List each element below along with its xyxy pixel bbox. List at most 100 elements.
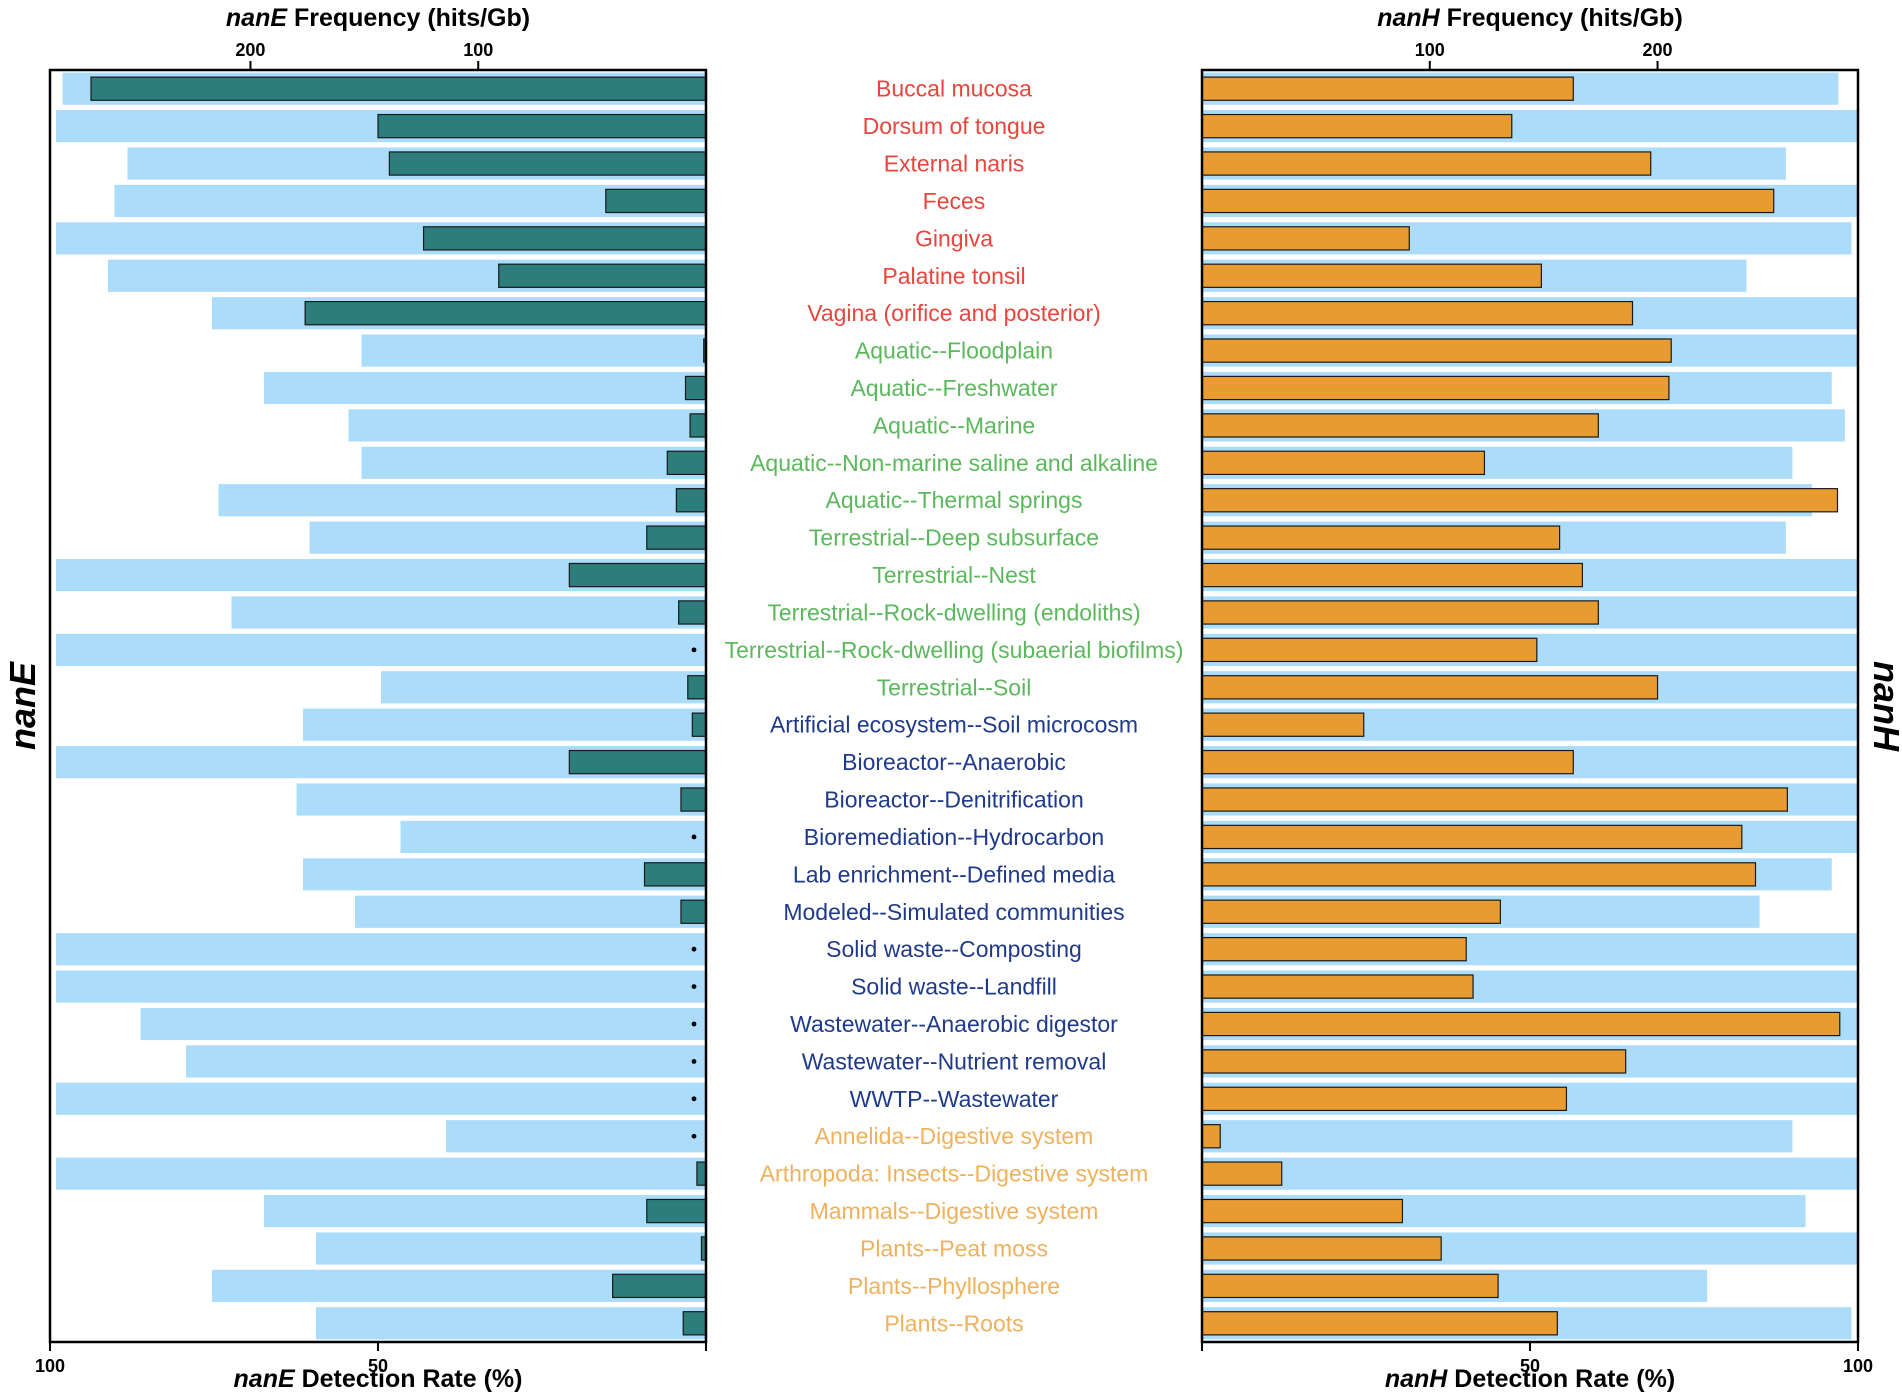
right-detection-rate-bars bbox=[1202, 72, 1858, 1340]
nanE-detection-rate-bar bbox=[296, 783, 706, 816]
category-label: Aquatic--Freshwater bbox=[850, 375, 1057, 401]
left-top-axis-title-text: Frequency (hits/Gb) bbox=[287, 4, 530, 32]
nanE-frequency-near-zero-marker bbox=[691, 647, 697, 653]
left-side-gene-label: nanE bbox=[2, 661, 43, 750]
nanE-frequency-bar bbox=[377, 113, 707, 139]
category-label: Palatine tonsil bbox=[882, 263, 1025, 289]
nanE-frequency-bar bbox=[304, 300, 707, 326]
nanE-frequency-bar bbox=[696, 1161, 707, 1186]
nanE-frequency-bar bbox=[684, 375, 707, 401]
left-frequency-bars bbox=[90, 76, 707, 1336]
nanH-frequency-bar bbox=[1201, 300, 1634, 326]
axis-tick-label: 100 bbox=[1415, 40, 1445, 60]
category-label: Terrestrial--Rock-dwelling (subaerial bi… bbox=[725, 637, 1184, 663]
nanE-detection-rate-bar bbox=[231, 596, 706, 629]
category-label: Annelida--Digestive system bbox=[815, 1123, 1094, 1149]
category-label: Lab enrichment--Defined media bbox=[793, 861, 1115, 887]
category-label: Wastewater--Anaerobic digestor bbox=[790, 1011, 1118, 1037]
category-label: Bioreactor--Denitrification bbox=[824, 787, 1083, 813]
nanH-frequency-bar bbox=[1201, 525, 1561, 550]
nanE-frequency-near-zero-marker bbox=[691, 834, 697, 840]
category-label: Terrestrial--Deep subsurface bbox=[809, 525, 1099, 551]
nanE-detection-rate-bar bbox=[381, 671, 706, 704]
axis-tick-label: 200 bbox=[1643, 40, 1673, 60]
category-label: Feces bbox=[923, 188, 986, 214]
nanE-detection-rate-bar bbox=[56, 1082, 706, 1115]
right-top-axis-ticks: 100 200 bbox=[1415, 40, 1673, 70]
left-bottom-axis-title-gene: nanE bbox=[234, 1365, 296, 1393]
category-label: Terrestrial--Nest bbox=[872, 562, 1036, 588]
nanE-frequency-near-zero-marker bbox=[691, 1059, 697, 1064]
nanE-frequency-bar bbox=[666, 450, 707, 476]
category-labels: Buccal mucosa Dorsum of tongue External na… bbox=[725, 76, 1184, 1337]
nanE-detection-rate-bar bbox=[56, 1157, 706, 1190]
nanH-frequency-bar bbox=[1201, 824, 1743, 850]
category-label: Bioreactor--Anaerobic bbox=[842, 749, 1066, 775]
nanE-detection-rate-bar bbox=[361, 334, 706, 367]
nanE-detection-rate-bar bbox=[309, 521, 706, 554]
nanE-detection-rate-bar bbox=[303, 708, 706, 741]
left-top-axis-title: nanE Frequency (hits/Gb) bbox=[226, 4, 530, 32]
nanH-frequency-bar bbox=[1201, 899, 1501, 924]
nanE-frequency-bar bbox=[675, 488, 707, 513]
category-label: WWTP--Wastewater bbox=[850, 1086, 1059, 1112]
nanE-detection-rate-bar bbox=[316, 1232, 706, 1265]
category-label: Plants--Peat moss bbox=[860, 1235, 1048, 1261]
right-bottom-axis-title-gene: nanH bbox=[1385, 1365, 1448, 1393]
nanE-frequency-bar bbox=[646, 525, 707, 550]
nanE-detection-rate-bar bbox=[446, 1120, 706, 1153]
nanE-frequency-near-zero-marker bbox=[691, 984, 697, 989]
nanE-detection-rate-bar bbox=[218, 484, 706, 517]
right-top-axis-title: nanH Frequency (hits/Gb) bbox=[1377, 4, 1683, 32]
nanE-frequency-bar bbox=[646, 1198, 707, 1224]
nanE-detection-rate-bar bbox=[303, 858, 706, 891]
nanE-detection-rate-bar bbox=[316, 1307, 706, 1340]
nanH-frequency-bar bbox=[1201, 1236, 1442, 1261]
nanH-frequency-bar bbox=[1201, 862, 1757, 887]
nanE-detection-rate-bar bbox=[56, 633, 706, 666]
nanH-frequency-bar bbox=[1201, 1124, 1221, 1149]
nanE-detection-rate-bar bbox=[348, 409, 706, 442]
nanE-frequency-near-zero-marker bbox=[691, 1096, 697, 1102]
left-bottom-axis-ticks: 100 50 bbox=[35, 1342, 707, 1376]
right-top-axis-title-gene: nanH bbox=[1377, 4, 1440, 32]
nanH-frequency-bar bbox=[1201, 151, 1652, 176]
category-label: External naris bbox=[884, 151, 1025, 177]
left-top-axis-ticks: 200 100 bbox=[235, 40, 493, 70]
nanE-frequency-bar bbox=[612, 1273, 707, 1299]
left-bottom-axis-title-text: Detection Rate (%) bbox=[295, 1365, 523, 1393]
category-label: Vagina (orifice and posterior) bbox=[807, 300, 1101, 326]
right-side-gene-label: nanH bbox=[1866, 661, 1902, 752]
nanE-frequency-near-zero-marker bbox=[691, 1133, 697, 1139]
category-label: Terrestrial--Rock-dwelling (endoliths) bbox=[767, 599, 1140, 625]
nanE-frequency-bar bbox=[680, 787, 707, 812]
nanH-frequency-bar bbox=[1201, 936, 1467, 962]
left-bottom-axis-title: nanE Detection Rate (%) bbox=[234, 1365, 523, 1393]
category-label: Aquatic--Floodplain bbox=[855, 338, 1053, 364]
nanE-frequency-bar bbox=[682, 1311, 707, 1336]
nanE-frequency-bar bbox=[422, 226, 707, 251]
nanE-detection-rate-bar bbox=[56, 970, 706, 1003]
axis-tick-label: 100 bbox=[463, 40, 493, 60]
category-label: Solid waste--Landfill bbox=[851, 974, 1057, 1000]
nanE-detection-rate-bar bbox=[361, 446, 706, 479]
nanH-frequency-bar bbox=[1201, 1198, 1404, 1224]
nanH-frequency-bar bbox=[1201, 188, 1775, 214]
right-bottom-axis-title: nanH Detection Rate (%) bbox=[1385, 1365, 1675, 1393]
nanH-frequency-bar bbox=[1201, 1011, 1841, 1037]
nanH-frequency-bar bbox=[1201, 1086, 1568, 1112]
nanE-frequency-bar bbox=[568, 749, 707, 775]
right-frequency-bars bbox=[1201, 76, 1841, 1336]
category-label: Artificial ecosystem--Soil microcosm bbox=[770, 712, 1138, 738]
nanH-frequency-bar bbox=[1201, 450, 1486, 476]
nanH-detection-rate-bar bbox=[1202, 1157, 1858, 1190]
right-bottom-axis-ticks: 50 100 bbox=[1201, 1342, 1873, 1376]
nanH-frequency-bar bbox=[1201, 675, 1659, 700]
category-label: Arthropoda: Insects--Digestive system bbox=[760, 1161, 1149, 1187]
nanH-frequency-bar bbox=[1201, 600, 1599, 625]
nanE-frequency-bar bbox=[568, 562, 707, 588]
nanE-frequency-bar bbox=[689, 413, 707, 438]
nanH-frequency-bar bbox=[1201, 1273, 1499, 1299]
category-label: Plants--Roots bbox=[884, 1310, 1023, 1336]
